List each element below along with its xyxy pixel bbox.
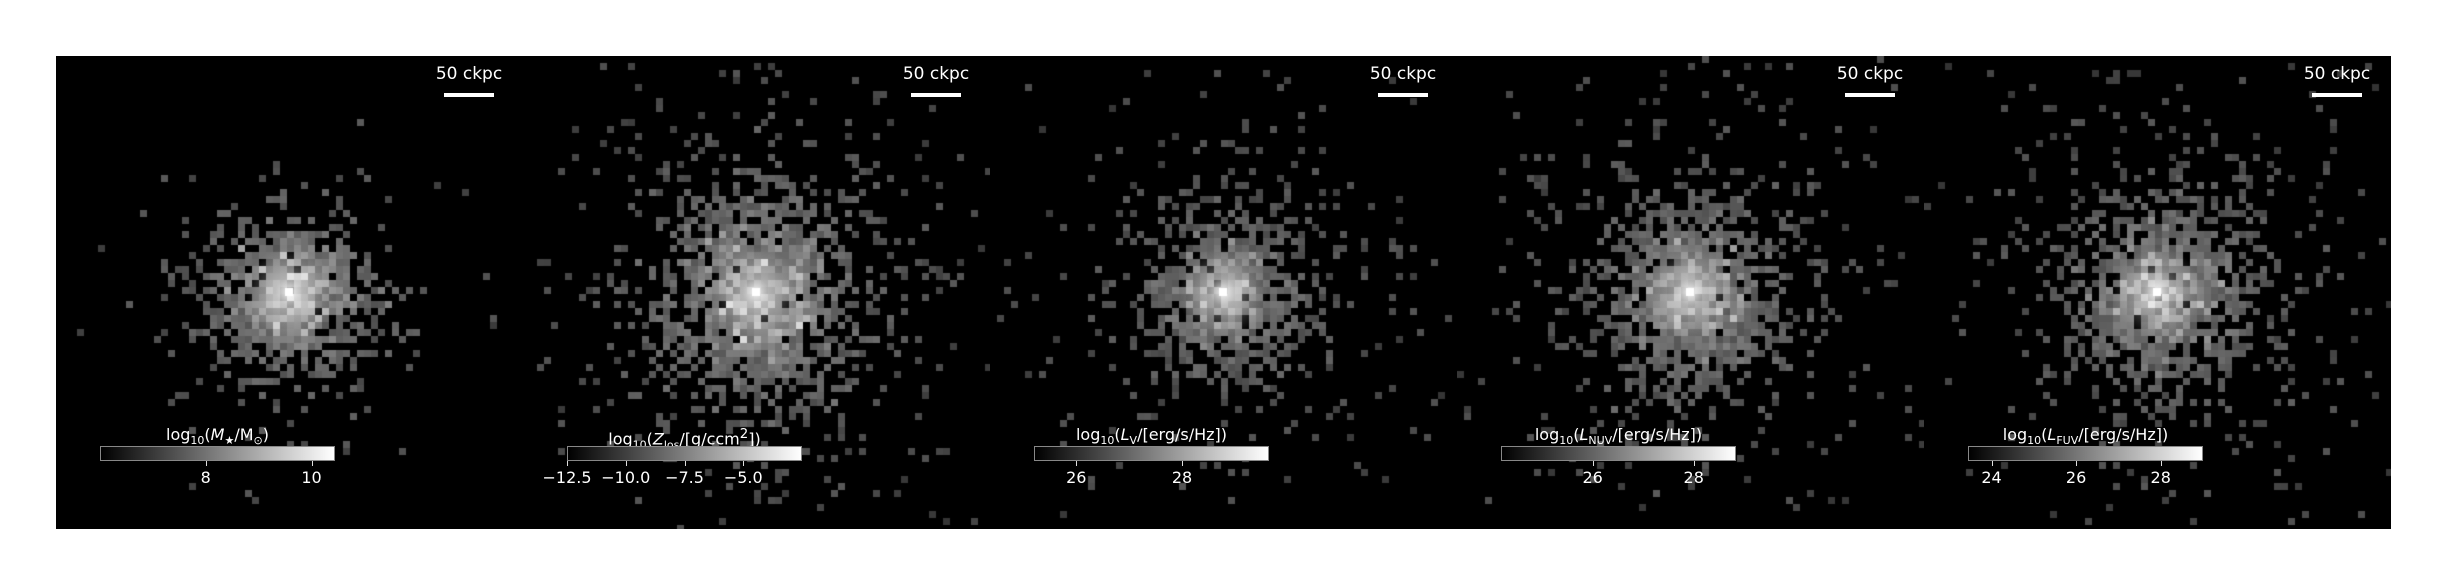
colorbar-tick (743, 461, 745, 466)
colorbar-tick-label: 10 (301, 468, 322, 487)
colorbar-tick (1693, 461, 1695, 466)
label-log-base: 10 (190, 434, 205, 448)
panel-v-band-luminosity: 50 ckpc log10(LV/[erg/s/Hz]) 26 28 (990, 56, 1457, 529)
panel-stellar-mass: 50 ckpc log10(M★/M⊙) 8 10 (56, 56, 523, 529)
colorbar-tick (625, 461, 627, 466)
label-log-base: 10 (1559, 434, 1574, 448)
colorbar-tick (1592, 461, 1594, 466)
colorbar-tick-label: −7.5 (665, 468, 704, 487)
scale-bar: 50 ckpc (896, 64, 976, 97)
label-log: log (1075, 425, 1101, 444)
label-close: ) (1695, 425, 1703, 444)
label-log-base: 10 (1100, 434, 1115, 448)
colorbar-tick-label: 26 (1582, 468, 1603, 487)
colorbar-tick (1076, 461, 1078, 466)
colorbar-tick-label: 24 (1981, 468, 2002, 487)
label-unit: /[erg/s/Hz] (1612, 425, 1696, 444)
label-unit-sub: ⊙ (253, 434, 263, 448)
label-quantity: Z (652, 429, 664, 449)
colorbar-gradient (1501, 446, 1736, 461)
scale-bar: 50 ckpc (1830, 64, 1910, 97)
panel-metallicity: 50 ckpclog10(Zlos/[g/ccm2])−12.5−10.0−7.… (523, 56, 990, 529)
label-unit: /M (234, 425, 254, 444)
label-unit: /[g/ccm (679, 429, 740, 449)
label-quantity: L (1579, 425, 1589, 444)
scale-bar: 50 ckpc (1363, 64, 1443, 97)
label-log: log (1534, 425, 1560, 444)
colorbar-tick (205, 461, 207, 466)
scale-bar-line (2312, 93, 2362, 97)
colorbar-tick (2076, 461, 2078, 466)
colorbar-label: log10(LNUV/[erg/s/Hz]) (1501, 426, 1736, 450)
scale-bar-label: 50 ckpc (435, 64, 503, 84)
label-quantity-sub: V (1129, 434, 1138, 448)
colorbar-tick-label: −10.0 (601, 468, 651, 487)
colorbar-tick-label: −12.5 (542, 468, 592, 487)
colorbar-tick (567, 461, 568, 466)
label-log: log (2002, 425, 2028, 444)
scale-bar-label: 50 ckpc (1369, 64, 1437, 84)
colorbar-label: log10(M★/M⊙) (100, 426, 335, 450)
colorbar-tick-label: 26 (2065, 468, 2087, 487)
label-unit-sup: 2 (739, 427, 749, 442)
colorbar-label: log10(LV/[erg/s/Hz]) (1034, 426, 1269, 450)
label-open: ( (1573, 425, 1580, 444)
colorbar-gradient (1968, 446, 2203, 461)
label-open: ( (1114, 425, 1121, 444)
label-open: ( (2041, 425, 2048, 444)
colorbar-tick (2160, 461, 2162, 466)
label-quantity-sub: NUV (1588, 434, 1613, 448)
scale-bar: 50 ckpc (2297, 64, 2377, 97)
scale-bar: 50 ckpc (429, 64, 509, 97)
label-log-base: 10 (2027, 434, 2042, 448)
scale-bar-line (911, 93, 961, 97)
label-quantity-sub: FUV (2056, 434, 2079, 448)
label-unit: /[erg/s/Hz] (1137, 425, 1221, 444)
colorbar-tick-label: 28 (1683, 468, 1704, 487)
label-open: ( (646, 429, 653, 449)
colorbar-tick (1182, 461, 1184, 466)
label-quantity-sub: ★ (224, 434, 235, 448)
colorbar-tick (684, 461, 686, 466)
label-open: ( (204, 425, 211, 444)
colorbar-tick-label: 28 (2150, 468, 2171, 487)
colorbar-label: log10(LFUV/[erg/s/Hz]) (1968, 426, 2203, 450)
label-close: ]) (748, 429, 761, 449)
panel-nuv-luminosity: 50 ckpc log10(LNUV/[erg/s/Hz]) 26 28 (1457, 56, 1924, 529)
label-log: log (166, 425, 191, 444)
label-close: ) (2161, 425, 2169, 444)
scale-bar-label: 50 ckpc (1836, 64, 1904, 84)
colorbar-tick-label: −5.0 (723, 468, 763, 487)
scale-bar-label: 50 ckpc (2303, 64, 2371, 84)
scale-bar-line (444, 93, 494, 97)
label-close: ) (1220, 425, 1228, 444)
label-unit: /[erg/s/Hz] (2078, 425, 2162, 444)
colorbar-tick-label: 8 (200, 468, 211, 487)
colorbar-tick (311, 461, 313, 466)
colorbar-tick-label: 26 (1066, 468, 1087, 487)
label-close: ) (262, 425, 269, 444)
label-quantity: L (1120, 425, 1130, 444)
panel-fuv-luminosity: 50 ckpc log10(LFUV/[erg/s/Hz]) 24 26 28 (1924, 56, 2391, 529)
label-log: log (608, 429, 633, 449)
scale-bar-line (1378, 93, 1428, 97)
colorbar-gradient (100, 446, 335, 461)
label-quantity: M (210, 425, 225, 444)
colorbar-tick-label: 28 (1171, 468, 1193, 487)
colorbar-tick (1991, 461, 1993, 466)
scale-bar-line (1845, 93, 1895, 97)
scale-bar-label: 50 ckpc (902, 64, 970, 84)
colorbar-gradient (567, 446, 802, 461)
colorbar-gradient (1034, 446, 1269, 461)
label-quantity: L (2047, 425, 2057, 444)
